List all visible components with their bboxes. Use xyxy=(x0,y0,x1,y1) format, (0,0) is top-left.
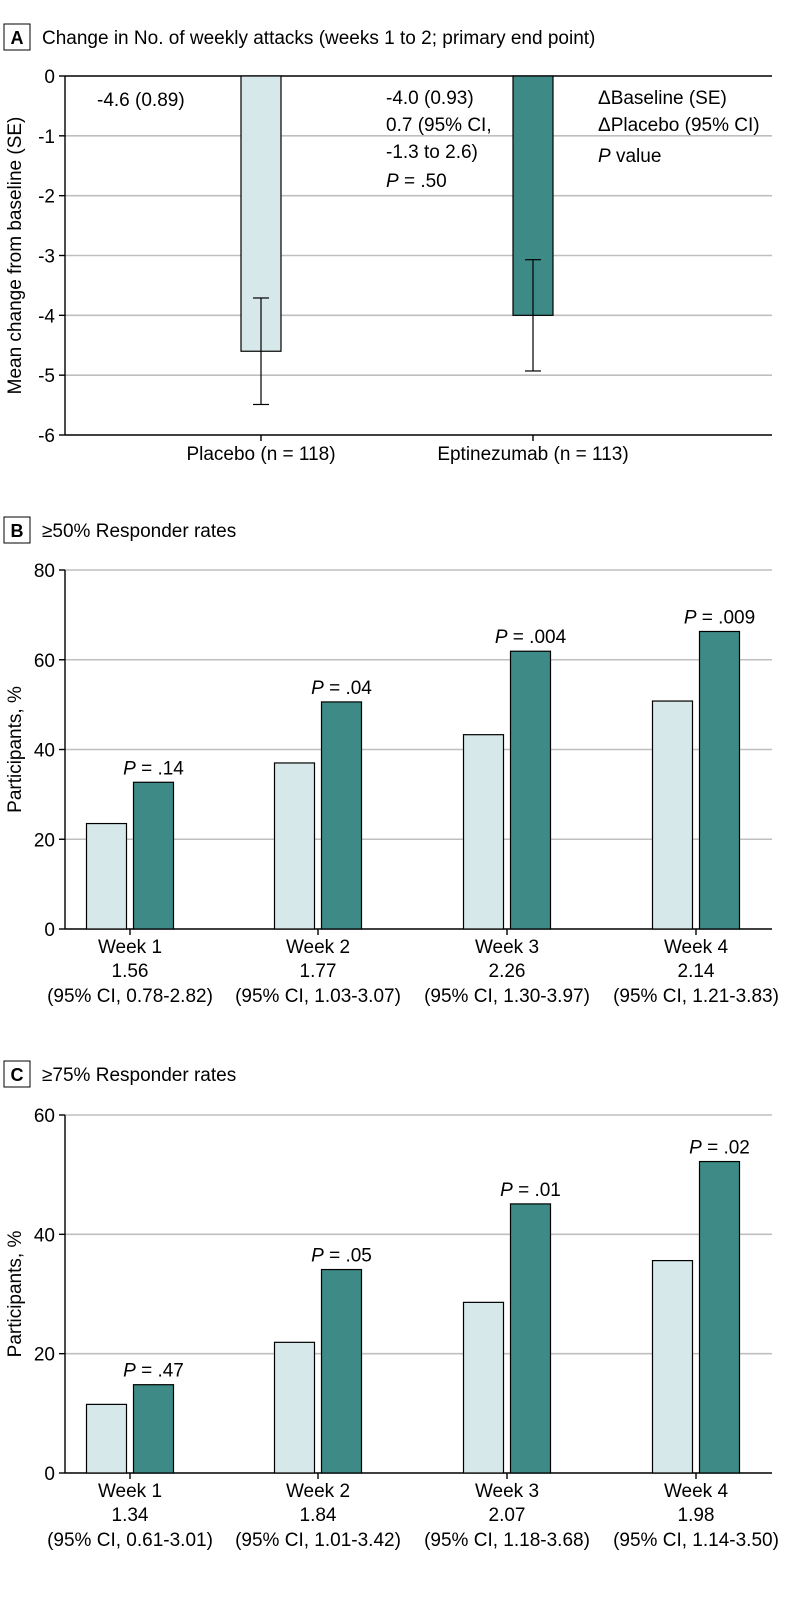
p-value-label: P = .14 xyxy=(123,758,184,779)
panel-title: ≥75% Responder rates xyxy=(42,1065,236,1086)
eptinezumab-bar xyxy=(698,1160,741,1474)
x-category-label: Week 1 xyxy=(98,937,162,958)
placebo-bar xyxy=(462,734,505,930)
placebo-bar xyxy=(651,700,694,930)
placebo-bar xyxy=(85,1403,128,1474)
x-category-label: Eptinezumab (n = 113) xyxy=(437,444,628,465)
placebo-bar xyxy=(462,1301,505,1474)
x-category-label: Placebo (n = 118) xyxy=(186,444,335,465)
panel-letter: A xyxy=(11,28,24,48)
y-tick-label: -3 xyxy=(38,247,55,268)
y-tick-label: 40 xyxy=(34,741,55,762)
ci-label: (95% CI, 1.14-3.50) xyxy=(613,1530,779,1551)
y-tick-label: 20 xyxy=(34,830,55,851)
p-value-label: P = .01 xyxy=(500,1180,561,1201)
ci-label: (95% CI, 1.30-3.97) xyxy=(424,986,590,1007)
ci-label: (95% CI, 0.78-2.82) xyxy=(47,986,213,1007)
y-tick-label: -6 xyxy=(38,426,55,447)
x-category-label: Week 2 xyxy=(286,937,350,958)
placebo-bar xyxy=(85,822,128,930)
eptinezumab-p-value: P = .50 xyxy=(386,171,447,192)
x-category-label: Week 2 xyxy=(286,1481,350,1502)
ratio-label: 1.56 xyxy=(112,961,149,982)
eptinezumab-bar xyxy=(509,1203,552,1474)
ratio-label: 1.77 xyxy=(300,961,337,982)
p-value-label: P = .02 xyxy=(689,1138,750,1159)
panel-letter-box xyxy=(3,23,31,51)
panel-letter-box xyxy=(3,516,31,544)
x-category-label: Week 4 xyxy=(664,937,729,958)
ratio-label: 2.14 xyxy=(678,961,715,982)
ci-label: (95% CI, 1.01-3.42) xyxy=(235,1530,401,1551)
y-axis-label: Participants, % xyxy=(5,1231,26,1358)
y-tick-label: -2 xyxy=(38,187,55,208)
y-tick-label: 80 xyxy=(34,561,55,582)
placebo-bar xyxy=(273,1341,316,1474)
eptinezumab-annotation: -4.0 (0.93) xyxy=(386,88,474,109)
legend-baseline: ΔBaseline (SE) xyxy=(598,88,727,109)
legend-placebo-diff: ΔPlacebo (95% CI) xyxy=(598,115,760,136)
y-tick-label: -5 xyxy=(38,366,55,387)
p-value-label: P = .009 xyxy=(684,607,755,628)
y-axis-label: Participants, % xyxy=(5,686,26,813)
p-value-label: P = .004 xyxy=(495,627,567,648)
ratio-label: 1.98 xyxy=(678,1505,715,1526)
ratio-label: 1.84 xyxy=(300,1505,337,1526)
x-category-label: Week 4 xyxy=(664,1481,729,1502)
x-category-label: Week 3 xyxy=(475,937,539,958)
ci-label: (95% CI, 1.03-3.07) xyxy=(235,986,401,1007)
eptinezumab-bar xyxy=(698,630,741,930)
eptinezumab-bar xyxy=(132,781,175,930)
ci-label: (95% CI, 0.61-3.01) xyxy=(47,1530,213,1551)
y-tick-label: 40 xyxy=(34,1225,55,1246)
ci-label: (95% CI, 1.21-3.83) xyxy=(613,986,779,1007)
ratio-label: 1.34 xyxy=(112,1505,149,1526)
eptinezumab-annotation: 0.7 (95% CI, xyxy=(386,115,492,136)
p-value-label: P = .04 xyxy=(311,678,372,699)
panel-letter: B xyxy=(11,521,24,541)
p-value-label: P = .47 xyxy=(123,1361,184,1382)
y-tick-label: 0 xyxy=(44,67,55,88)
panel-letter: C xyxy=(11,1065,24,1085)
eptinezumab-bar xyxy=(132,1384,175,1474)
panel-title: ≥50% Responder rates xyxy=(42,521,236,542)
y-tick-label: 20 xyxy=(34,1345,55,1366)
ratio-label: 2.07 xyxy=(489,1505,526,1526)
y-tick-label: 60 xyxy=(34,651,55,672)
ratio-label: 2.26 xyxy=(489,961,526,982)
placebo-bar xyxy=(273,762,316,930)
placebo-annotation: -4.6 (0.89) xyxy=(97,90,185,111)
y-tick-label: 60 xyxy=(34,1106,55,1127)
y-axis-label: Mean change from baseline (SE) xyxy=(5,117,26,395)
ci-label: (95% CI, 1.18-3.68) xyxy=(424,1530,590,1551)
x-category-label: Week 1 xyxy=(98,1481,162,1502)
eptinezumab-bar xyxy=(320,1268,363,1474)
y-tick-label: 0 xyxy=(44,920,55,941)
eptinezumab-bar xyxy=(509,650,552,930)
y-tick-label: 0 xyxy=(44,1464,55,1485)
legend-p-value: P value xyxy=(598,146,661,167)
y-tick-label: -1 xyxy=(38,127,55,148)
x-category-label: Week 3 xyxy=(475,1481,539,1502)
eptinezumab-annotation: -1.3 to 2.6) xyxy=(386,142,478,163)
panel-title: Change in No. of weekly attacks (weeks 1… xyxy=(42,28,595,49)
panel-letter-box xyxy=(3,1060,31,1088)
eptinezumab-bar xyxy=(320,701,363,930)
y-tick-label: -4 xyxy=(38,306,55,327)
p-value-label: P = .05 xyxy=(311,1246,372,1267)
placebo-bar xyxy=(651,1259,694,1474)
